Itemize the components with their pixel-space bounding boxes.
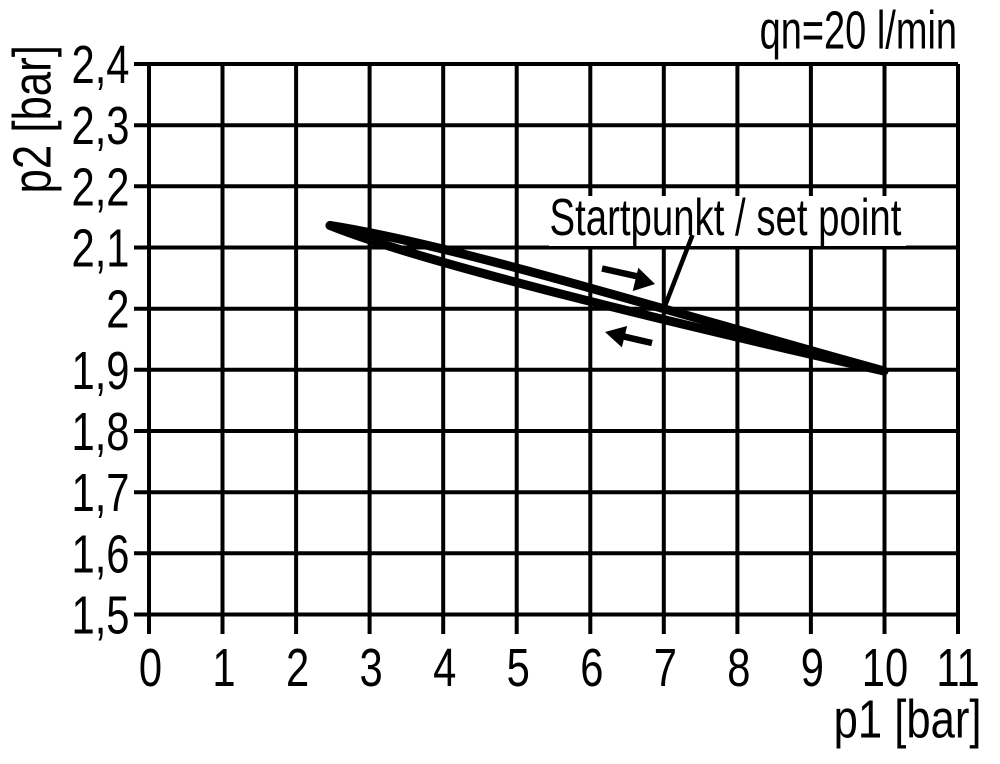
svg-text:2,4: 2,4 — [71, 36, 129, 95]
svg-text:1: 1 — [212, 639, 235, 698]
svg-text:9: 9 — [801, 639, 824, 698]
svg-text:p1 [bar]: p1 [bar] — [834, 690, 982, 749]
svg-text:2,3: 2,3 — [71, 97, 129, 156]
svg-text:0: 0 — [139, 639, 162, 698]
svg-text:1,5: 1,5 — [71, 587, 129, 646]
svg-text:4: 4 — [433, 639, 456, 698]
svg-text:6: 6 — [580, 639, 603, 698]
svg-text:2,2: 2,2 — [71, 158, 129, 217]
svg-text:2: 2 — [286, 639, 309, 698]
svg-text:Startpunkt / set point: Startpunkt / set point — [550, 189, 902, 247]
svg-text:2,1: 2,1 — [71, 220, 129, 279]
svg-text:7: 7 — [654, 639, 677, 698]
svg-text:10: 10 — [862, 639, 908, 698]
svg-text:1,9: 1,9 — [71, 342, 129, 401]
svg-text:5: 5 — [507, 639, 530, 698]
svg-text:3: 3 — [359, 639, 382, 698]
svg-text:qn=20 l/min: qn=20 l/min — [760, 0, 957, 60]
svg-text:1,8: 1,8 — [71, 403, 129, 462]
svg-text:11: 11 — [936, 639, 979, 698]
svg-text:p2 [bar]: p2 [bar] — [3, 45, 62, 193]
svg-text:1,7: 1,7 — [71, 464, 129, 523]
svg-text:1,6: 1,6 — [71, 525, 129, 584]
svg-text:2: 2 — [106, 281, 129, 340]
svg-text:8: 8 — [727, 639, 750, 698]
